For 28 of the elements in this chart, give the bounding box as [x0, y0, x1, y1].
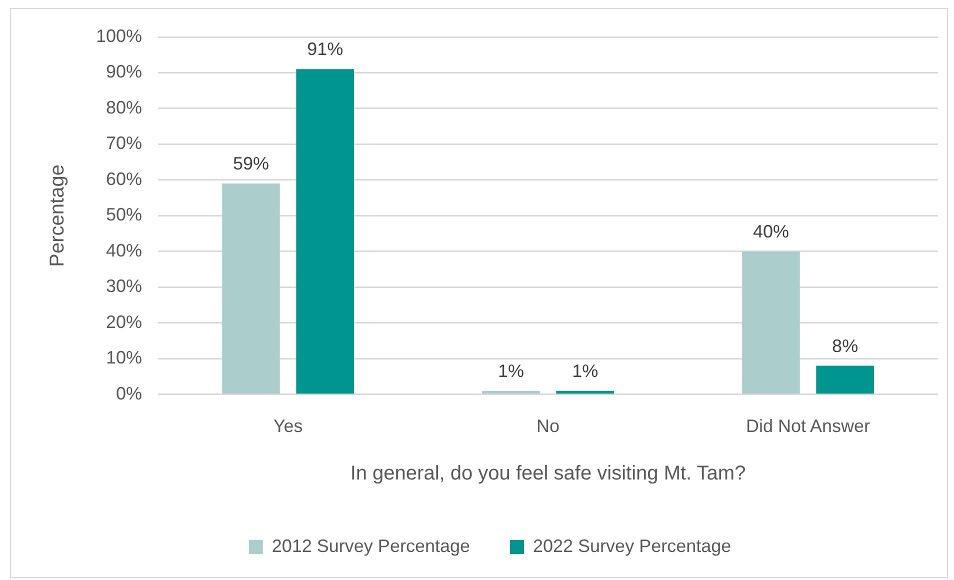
legend-label: 2022 Survey Percentage [533, 536, 732, 556]
data-label: 59% [232, 154, 269, 174]
y-tick-label: 90% [106, 62, 142, 82]
y-tick-label: 80% [106, 97, 142, 118]
legend-label: 2012 Survey Percentage [272, 536, 470, 556]
bar [296, 69, 354, 394]
data-label: 1% [572, 360, 598, 381]
bar [816, 366, 874, 394]
bar [742, 251, 800, 394]
data-label: 40% [752, 221, 789, 242]
data-label: 91% [307, 39, 344, 60]
x-tick-label: Did Not Answer [746, 416, 870, 436]
y-tick-label: 40% [106, 240, 142, 260]
y-tick-label: 10% [106, 348, 142, 368]
x-tick-label: Yes [273, 416, 303, 436]
y-tick-label: 60% [106, 168, 142, 189]
x-axis-title: In general, do you feel safe visiting Mt. Tam? [350, 462, 746, 485]
y-tick-label: 0% [116, 383, 142, 404]
data-label: 1% [498, 360, 524, 381]
bar [222, 184, 280, 394]
y-tick-label: 30% [106, 276, 142, 296]
x-tick-label: No [536, 416, 560, 436]
y-tick-label: 50% [106, 204, 142, 225]
y-tick-label: 100% [96, 26, 142, 46]
y-tick-label: 20% [106, 312, 142, 332]
data-label: 8% [832, 336, 858, 356]
y-tick-label: 70% [106, 133, 142, 154]
y-axis-title: Percentage [46, 164, 69, 267]
